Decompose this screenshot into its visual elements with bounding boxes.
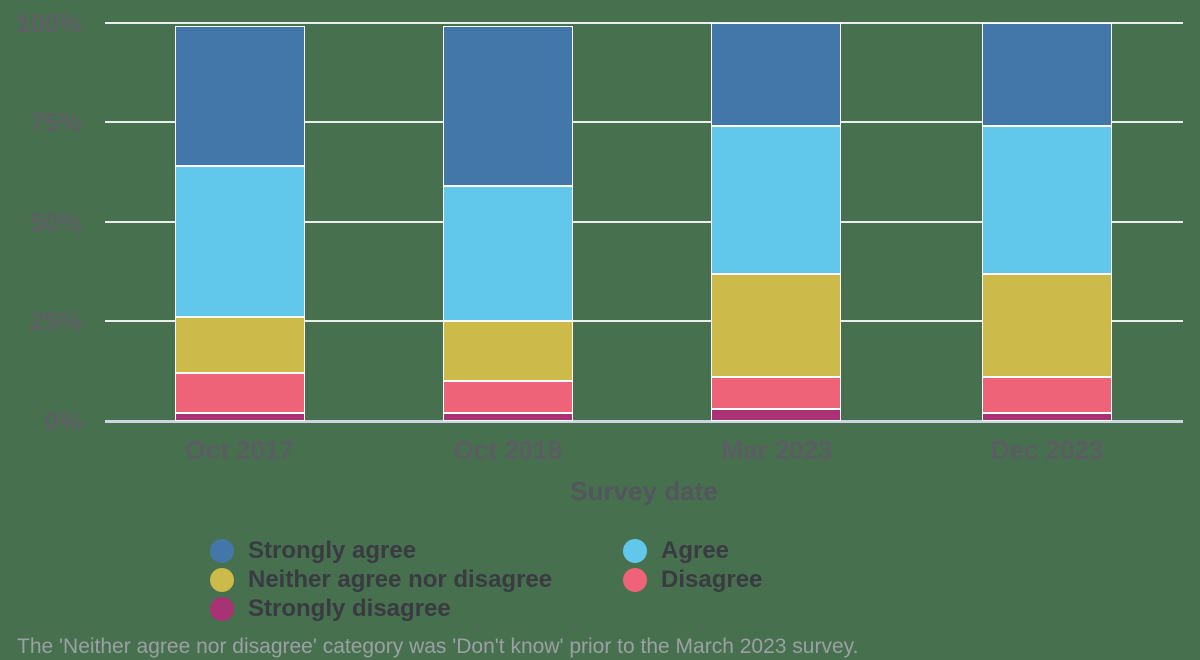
legend-swatch-icon: [623, 568, 647, 593]
bar-oct-2017: [174, 26, 305, 421]
bar-segment-strongly-agree[interactable]: [443, 26, 573, 186]
bar-segment-agree[interactable]: [174, 165, 305, 318]
legend-swatch-icon: [623, 539, 647, 564]
y-tick-label: 25%: [29, 306, 82, 337]
legend-label: Agree: [661, 537, 730, 565]
legend-item-strongly-agree[interactable]: Strongly agree: [210, 537, 552, 566]
y-tick-label: 100%: [15, 7, 83, 38]
legend-swatch-icon: [210, 596, 234, 621]
y-tick-label: 50%: [29, 206, 82, 237]
x-tick-label: Dec 2023: [990, 435, 1104, 465]
bar-segment-neither-agree-nor-disagree[interactable]: [982, 273, 1112, 378]
gridline: [105, 121, 1183, 124]
legend-label: Neither agree nor disagree: [248, 566, 553, 594]
bar-segment-neither-agree-nor-disagree[interactable]: [174, 317, 305, 374]
legend-item-neither-agree-nor-disagree[interactable]: Neither agree nor disagree: [210, 566, 552, 595]
footnote-text: The 'Neither agree nor disagree' categor…: [17, 635, 859, 658]
x-axis-line: [105, 419, 1183, 423]
gridline: [105, 21, 1183, 24]
x-tick-label: Oct 2018: [453, 435, 563, 465]
legend-label: Disagree: [661, 566, 763, 594]
y-tick-label: 75%: [29, 107, 82, 138]
bar-dec-2023: [982, 22, 1112, 422]
legend-column: Agree Disagree: [623, 537, 762, 594]
bar-segment-disagree[interactable]: [711, 377, 841, 410]
bar-oct-2018: [443, 26, 573, 421]
bar-segment-strongly-disagree[interactable]: [443, 413, 573, 421]
gridline: [105, 320, 1183, 323]
bar-segment-disagree[interactable]: [443, 381, 573, 413]
bar-segment-disagree[interactable]: [174, 373, 305, 413]
x-tick-label: Oct 2017: [185, 435, 294, 465]
bar-segment-strongly-agree[interactable]: [982, 22, 1112, 127]
bar-segment-disagree[interactable]: [982, 377, 1112, 414]
legend-item-disagree[interactable]: Disagree: [623, 566, 762, 595]
bar-segment-agree[interactable]: [443, 185, 573, 322]
gridline: [105, 220, 1183, 223]
bar-segment-strongly-disagree[interactable]: [174, 413, 305, 421]
bar-segment-agree[interactable]: [982, 126, 1112, 274]
bar-segment-neither-agree-nor-disagree[interactable]: [443, 321, 573, 382]
legend-swatch-icon: [210, 539, 234, 564]
legend-label: Strongly agree: [248, 537, 417, 565]
legend-item-strongly-disagree[interactable]: Strongly disagree: [210, 594, 552, 623]
bar-segment-strongly-agree[interactable]: [174, 26, 305, 166]
legend-column: Strongly agree Neither agree nor disagree…: [210, 537, 552, 623]
bar-segment-strongly-agree[interactable]: [711, 22, 841, 127]
bar-segment-agree[interactable]: [711, 126, 841, 274]
x-axis-title: Survey date: [570, 476, 718, 506]
bar-segment-neither-agree-nor-disagree[interactable]: [711, 273, 841, 378]
bar-segment-strongly-disagree[interactable]: [982, 413, 1112, 421]
legend-label: Strongly disagree: [248, 594, 451, 622]
bar-segment-strongly-disagree[interactable]: [711, 409, 841, 421]
x-tick-label: Mar 2023: [721, 435, 833, 465]
legend-item-agree[interactable]: Agree: [623, 537, 762, 566]
bar-mar-2023: [711, 22, 841, 422]
y-tick-label: 0%: [44, 406, 82, 436]
legend-swatch-icon: [210, 568, 234, 593]
